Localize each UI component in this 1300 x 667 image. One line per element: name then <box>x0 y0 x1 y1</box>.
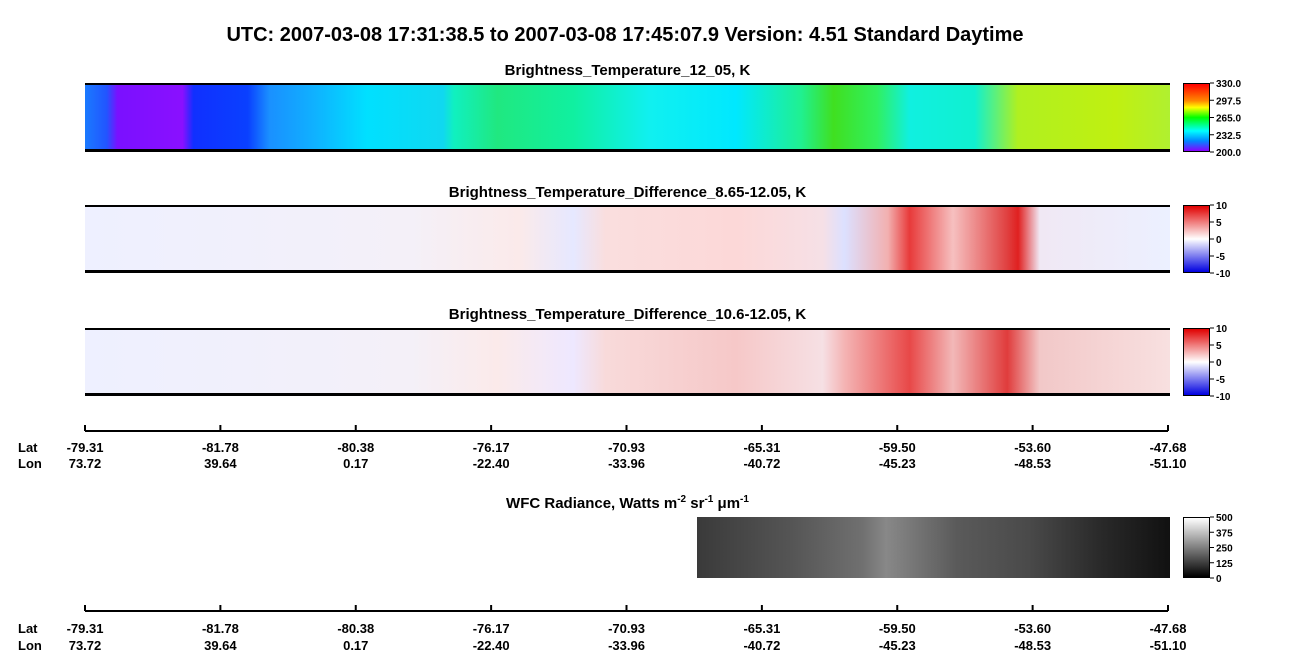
title-sup: -2 <box>677 494 687 505</box>
lon-label: -33.96 <box>608 638 645 653</box>
colorbar <box>1183 205 1210 273</box>
lat-label: -80.38 <box>337 621 374 636</box>
lat-label: -76.17 <box>473 621 510 636</box>
lat-label: -65.31 <box>743 440 780 455</box>
btd-image <box>85 328 1170 396</box>
lat-label: -70.93 <box>608 621 645 636</box>
colorbar-label: 500 <box>1216 513 1233 524</box>
colorbar-label: -5 <box>1216 252 1225 263</box>
lon-label: -40.72 <box>743 456 780 471</box>
panel-title: Brightness_Temperature_Difference_10.6-1… <box>448 306 807 323</box>
lat-label: -47.68 <box>1150 440 1187 455</box>
colorbar-label: 0 <box>1216 358 1222 369</box>
lon-label: -51.10 <box>1150 456 1187 471</box>
lon-label: -33.96 <box>608 456 645 471</box>
lon-label: 39.64 <box>204 456 237 471</box>
lon-label: -22.40 <box>473 638 510 653</box>
colorbar-label: 330.0 <box>1216 79 1241 90</box>
colorbar-label: 0 <box>1216 235 1222 246</box>
title-text: WFC Radiance, Watts m <box>506 495 678 512</box>
lat-label: -81.78 <box>202 621 239 636</box>
colorbar-label: 125 <box>1216 559 1233 570</box>
colorbar-label: 0 <box>1216 574 1222 585</box>
axis-label: Lon <box>18 456 42 471</box>
lon-label: -45.23 <box>879 638 916 653</box>
title-text: sr <box>686 495 705 512</box>
colorbar-label: 200.0 <box>1216 148 1241 159</box>
lat-label: -59.50 <box>879 440 916 455</box>
lat-label: -76.17 <box>473 440 510 455</box>
colorbar-label: 297.5 <box>1216 96 1241 107</box>
lon-label: -22.40 <box>473 456 510 471</box>
title-sup: -1 <box>704 494 714 505</box>
title-text: μm <box>713 495 741 512</box>
colorbar-label: 250 <box>1216 544 1233 555</box>
page-title: UTC: 2007-03-08 17:31:38.5 to 2007-03-08… <box>226 24 1024 46</box>
lat-label: -59.50 <box>879 621 916 636</box>
panel-title: Brightness_Temperature_12_05, K <box>504 62 751 79</box>
axis-label: Lon <box>18 638 42 653</box>
panel-title: Brightness_Temperature_Difference_8.65-1… <box>448 184 807 201</box>
panel-title: WFC Radiance, Watts m-2 sr-1 μm-1 <box>85 494 1170 512</box>
axis-label: Lat <box>18 440 38 455</box>
lat-label: -79.31 <box>67 440 104 455</box>
colorbar <box>1183 517 1210 578</box>
colorbar-label: -5 <box>1216 375 1225 386</box>
btd-image <box>85 205 1170 273</box>
lon-label: -51.10 <box>1150 638 1187 653</box>
lon-label: -45.23 <box>879 456 916 471</box>
brightness-image <box>85 83 1170 152</box>
lat-label: -70.93 <box>608 440 645 455</box>
lat-label: -53.60 <box>1014 440 1051 455</box>
lat-label: -81.78 <box>202 440 239 455</box>
lon-label: -48.53 <box>1014 638 1051 653</box>
colorbar-label: -10 <box>1216 392 1231 403</box>
axis-label: Lat <box>18 621 38 636</box>
lon-label: -48.53 <box>1014 456 1051 471</box>
lon-label: 0.17 <box>343 638 368 653</box>
lon-label: 73.72 <box>69 638 102 653</box>
lon-label: 73.72 <box>69 456 102 471</box>
colorbar-label: 5 <box>1216 341 1222 352</box>
lat-label: -53.60 <box>1014 621 1051 636</box>
colorbar-label: 10 <box>1216 201 1228 212</box>
lon-label: 39.64 <box>204 638 237 653</box>
lat-label: -65.31 <box>743 621 780 636</box>
colorbar <box>1183 83 1210 152</box>
colorbar-label: 232.5 <box>1216 131 1241 142</box>
lat-label: -80.38 <box>337 440 374 455</box>
colorbar-label: 375 <box>1216 528 1233 539</box>
radiance-image <box>697 517 1170 578</box>
lat-label: -47.68 <box>1150 621 1187 636</box>
colorbar-label: 5 <box>1216 218 1222 229</box>
colorbar-label: 265.0 <box>1216 114 1241 125</box>
colorbar-label: -10 <box>1216 269 1231 280</box>
colorbar-label: 10 <box>1216 324 1228 335</box>
title-sup: -1 <box>740 494 749 505</box>
colorbar <box>1183 328 1210 396</box>
lat-label: -79.31 <box>67 621 104 636</box>
lon-label: 0.17 <box>343 456 368 471</box>
lon-label: -40.72 <box>743 638 780 653</box>
